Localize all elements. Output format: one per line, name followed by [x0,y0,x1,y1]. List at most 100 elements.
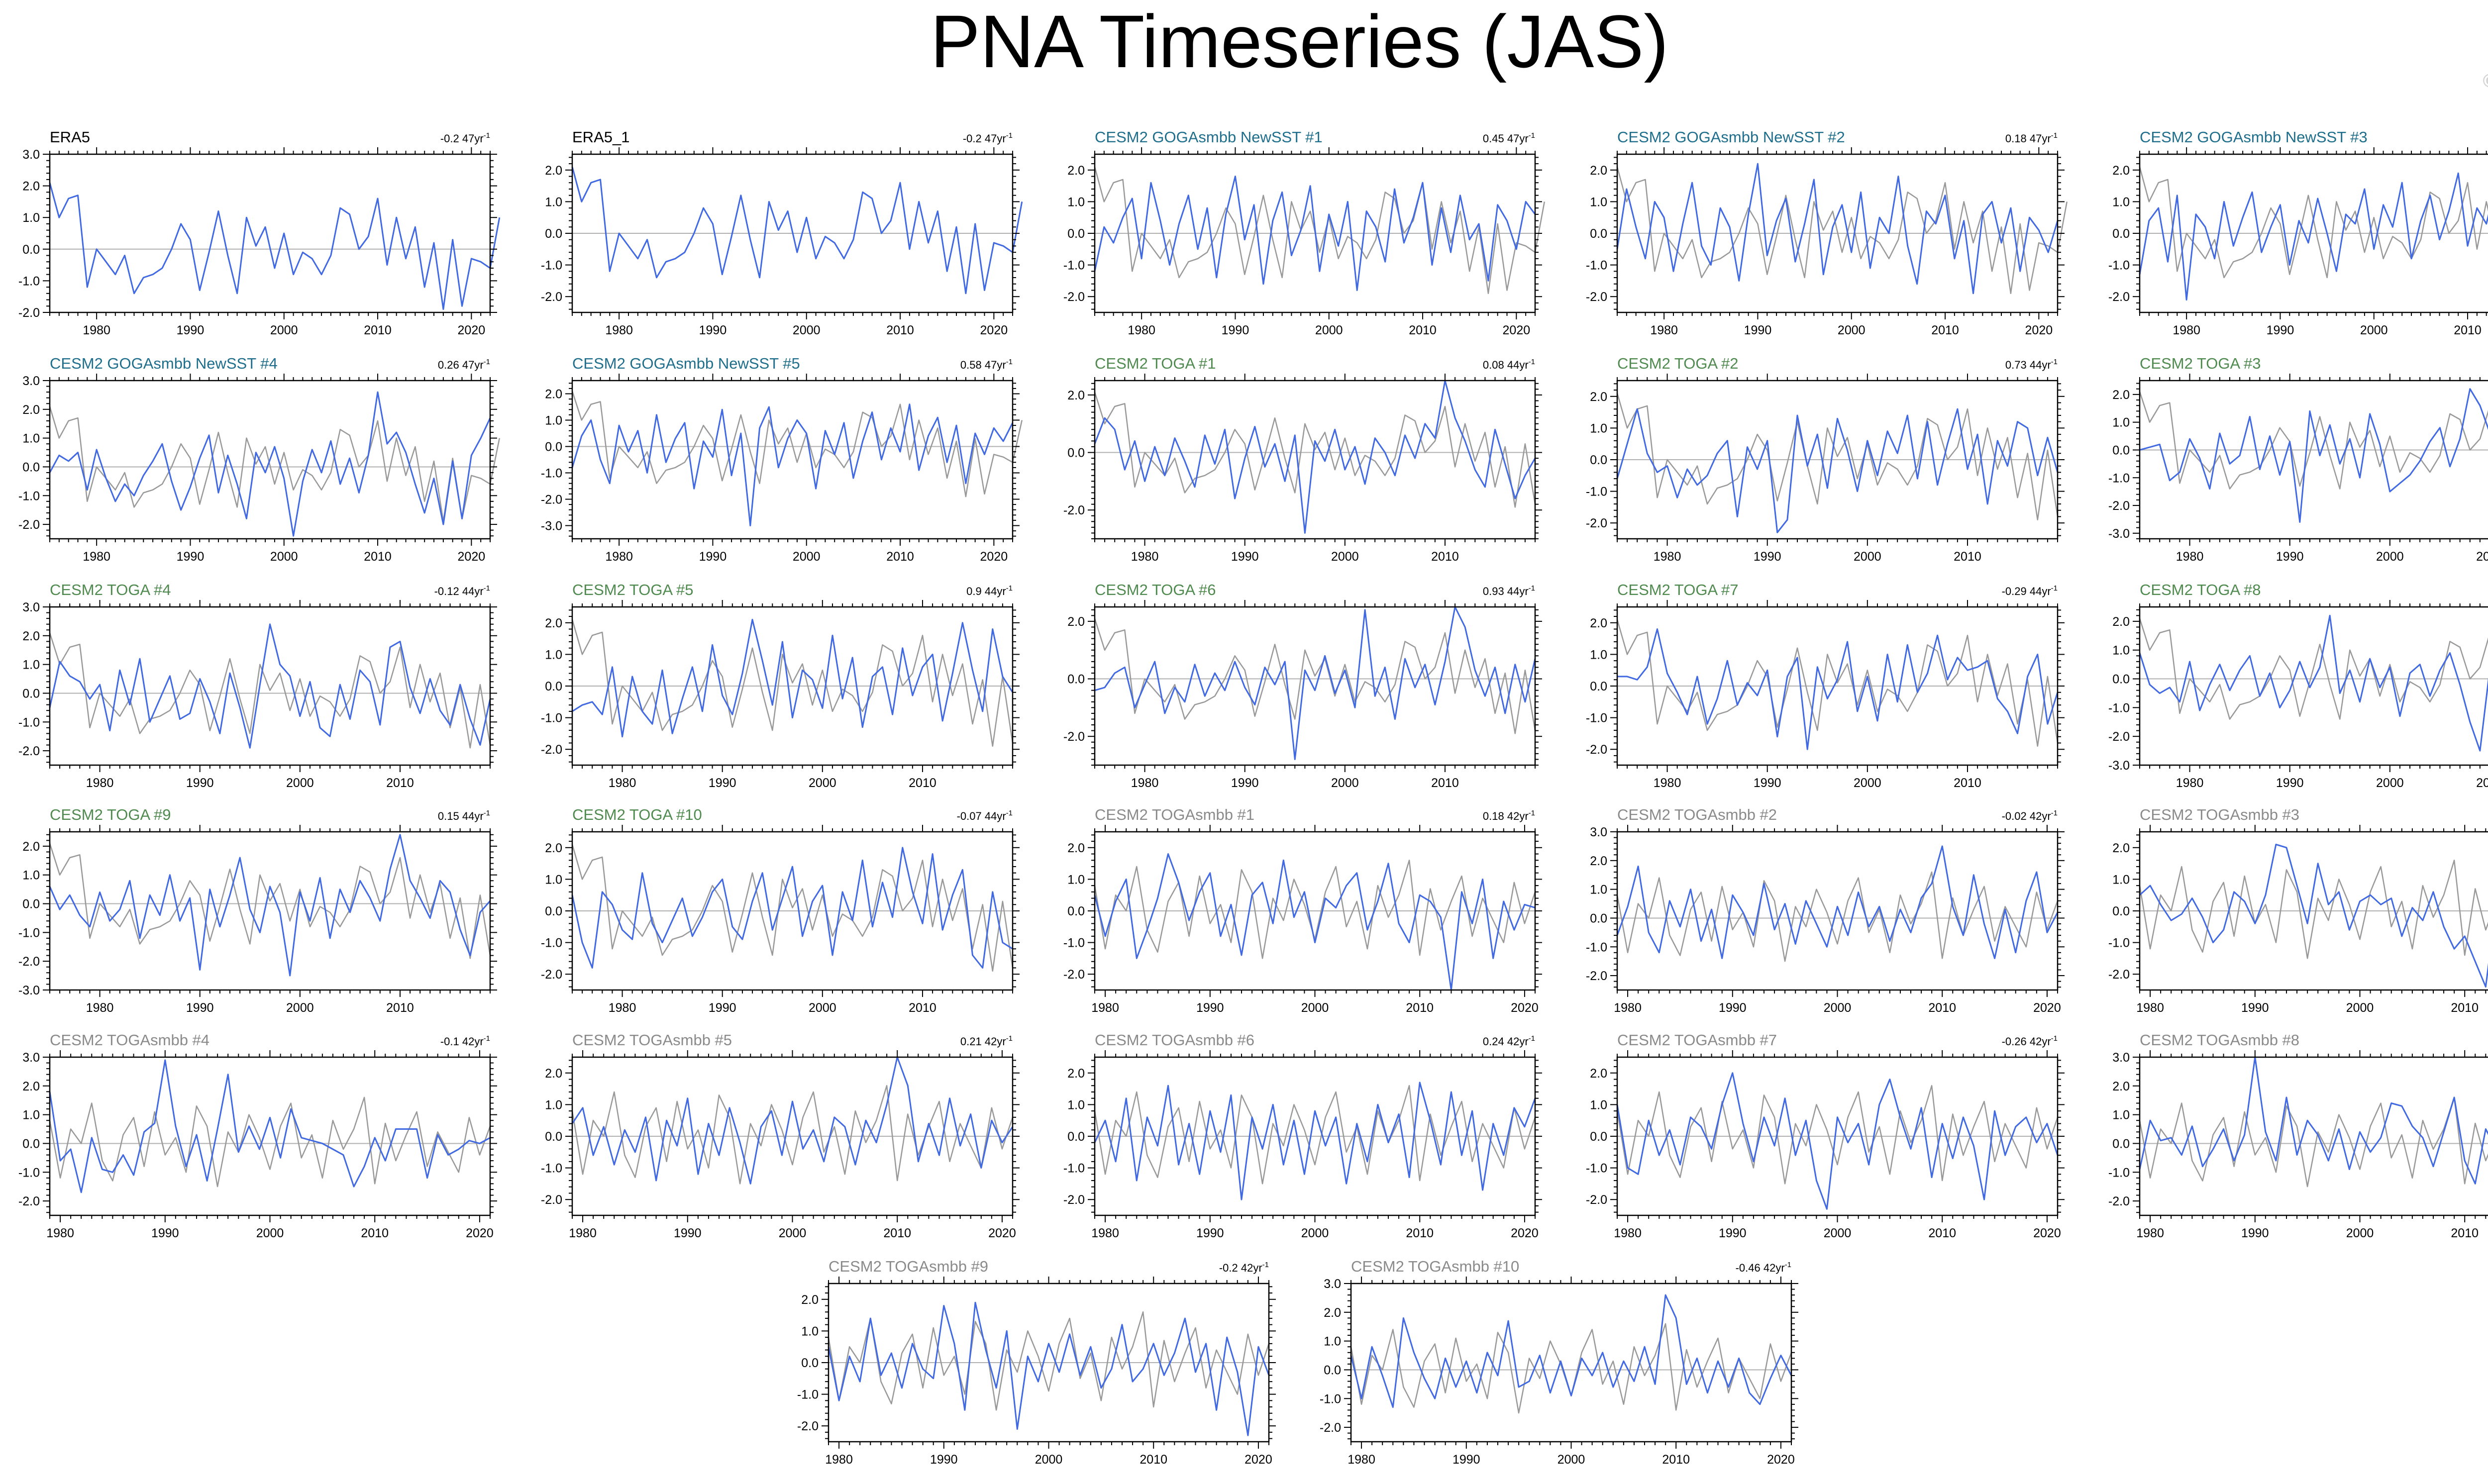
x-tick-label: 2010 [1931,323,1959,337]
x-tick-label: 1980 [1091,1001,1119,1015]
y-tick-label: 2.0 [2112,841,2130,855]
y-tick-label: -2.0 [1586,290,1607,304]
trend-label: 0.26 47yr-1 [438,358,490,371]
y-tick-label: 2.0 [2112,164,2130,178]
y-tick-label: 2.0 [1324,1306,1341,1320]
x-tick-label: 2000 [286,776,314,790]
x-tick-label: 1990 [2276,550,2304,564]
panel-title: CESM2 TOGA #5 [572,581,694,598]
plot-frame [571,380,1014,540]
y-tick-label: -2.0 [797,1419,819,1433]
y-tick-label: -1.0 [541,936,562,950]
series-line [2139,1056,2488,1185]
x-tick-label: 1980 [2136,1226,2164,1240]
x-tick-label: 1990 [1196,1226,1224,1240]
y-tick-label: -1.0 [18,274,40,288]
panel: CESM2 GOGAsmbb NewSST #1 0.45 47yr-1 1980 1… [1063,128,1546,337]
y-tick-label: -1.0 [18,715,40,729]
panel: CESM2 TOGAsmbb #9 -0.2 42yr-1 1980 1990 2000… [797,1258,1276,1467]
panel: CESM2 TOGAsmbb #7 -0.26 42yr-1 1980 1990 200… [1586,1031,2065,1240]
x-tick-label: 1990 [186,1001,214,1015]
panel: CESM2 TOGAsmbb #10 -0.46 42yr-1 1980 1990 20… [1320,1258,1798,1467]
trend-label: 0.18 42yr-1 [1483,809,1535,822]
panel-title: ERA5 [50,128,90,146]
y-tick-label: 1.0 [22,658,40,672]
y-tick-label: -2.0 [2108,290,2130,304]
trend-label: -0.2 42yr-1 [1219,1261,1269,1274]
series-line [571,167,1023,295]
reference-series-line [2139,1096,2488,1187]
y-tick-label: -2.0 [541,290,562,304]
panel: CESM2 TOGAsmbb #2 -0.02 42yr-1 1980 1990 200… [1586,806,2065,1015]
x-tick-label: 2000 [779,1226,807,1240]
y-tick-label: -1.0 [2108,936,2130,950]
y-tick-label: -1.0 [797,1388,819,1402]
trend-label: 0.08 44yr-1 [1483,358,1535,371]
x-tick-label: 1990 [1719,1001,1747,1015]
x-tick-label: 2010 [886,323,914,337]
y-tick-label: -2.0 [18,518,40,532]
x-tick-label: 2010 [386,1001,414,1015]
y-tick-label: 0.0 [1067,904,1085,918]
y-tick-label: -1.0 [1063,1162,1085,1176]
plot-frame [49,1056,491,1216]
x-tick-label: 2010 [2476,776,2488,790]
x-tick-label: 2000 [2346,1001,2374,1015]
y-tick-label: -1.0 [18,489,40,503]
reference-series-line [49,843,491,959]
x-tick-label: 2010 [364,323,392,337]
panel-title: CESM2 TOGAsmbb #10 [1351,1258,1519,1275]
reference-series-line [49,632,491,749]
y-tick-label: 2.0 [545,616,562,630]
trend-label: 0.15 44yr-1 [438,809,490,822]
panel: CESM2 GOGAsmbb NewSST #4 0.26 47yr-1 1980 1… [18,355,501,564]
y-tick-label: -2.0 [18,955,40,969]
x-tick-label: 1980 [2176,550,2204,564]
reference-series-line [2139,391,2488,490]
y-tick-label: 0.0 [22,687,40,700]
reference-series-line [1350,1323,1792,1414]
y-tick-label: 1.0 [545,195,562,209]
panel-title: CESM2 TOGAsmbb #1 [1095,806,1254,823]
y-tick-label: 2.0 [1067,615,1085,629]
panel: CESM2 TOGAsmbb #6 0.24 42yr-1 1980 1990 2000… [1063,1031,1542,1240]
panel-title: CESM2 TOGAsmbb #9 [829,1258,988,1275]
y-tick-label: 2.0 [22,403,40,417]
y-tick-label: -2.0 [1063,503,1085,517]
x-tick-label: 2000 [1824,1226,1852,1240]
y-tick-label: -1.0 [1586,259,1607,273]
panel-title: CESM2 TOGA #2 [1617,355,1739,372]
panel-title: CESM2 TOGAsmbb #5 [572,1031,732,1049]
y-tick-label: -1.0 [2108,1166,2130,1180]
panel: CESM2 TOGAsmbb #8-0.41 42yr-119801990200… [2108,1031,2488,1240]
x-tick-label: 2020 [466,1226,494,1240]
x-tick-label: 2010 [2451,1001,2479,1015]
x-tick-label: 2000 [793,550,821,564]
y-tick-label: 3.0 [1590,825,1607,839]
trend-label: 0.58 47yr-1 [960,358,1013,371]
x-tick-label: 1990 [177,550,205,564]
series-line [1616,163,2059,295]
y-tick-label: -2.0 [18,1194,40,1208]
x-tick-label: 1980 [2136,1001,2164,1015]
x-tick-label: 2000 [1301,1226,1329,1240]
y-tick-label: 3.0 [1324,1277,1341,1291]
series-line [572,618,1014,738]
x-tick-label: 1980 [1091,1226,1119,1240]
y-tick-label: 3.0 [2112,1051,2130,1065]
y-tick-label: -1.0 [1063,259,1085,273]
page-title: PNA Timeseries (JAS) [930,0,1669,83]
series-line [2139,388,2488,523]
panel-title: CESM2 TOGA #3 [2140,355,2261,372]
y-tick-label: 0.0 [22,460,40,474]
y-tick-label: -3.0 [541,519,562,533]
series-line [571,403,1014,526]
y-tick-label: 2.0 [1590,164,1607,178]
y-tick-label: 1.0 [2112,873,2130,887]
x-tick-label: 2020 [980,323,1008,337]
x-tick-label: 2010 [1406,1001,1434,1015]
y-tick-label: 1.0 [22,432,40,446]
y-tick-label: 0.0 [1067,227,1085,241]
series-line [1094,380,1536,534]
x-tick-label: 2010 [2454,323,2482,337]
